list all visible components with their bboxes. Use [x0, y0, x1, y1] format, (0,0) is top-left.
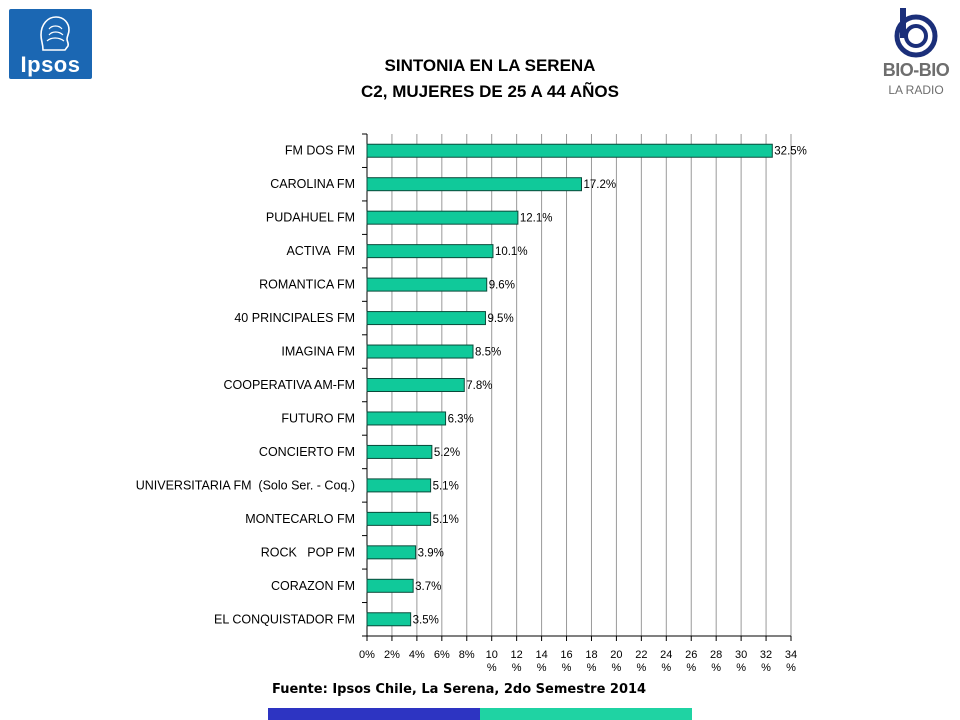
x-tick-label: 4%	[409, 649, 425, 661]
data-label: 32.5%	[774, 146, 807, 158]
x-tick-label: 20%	[610, 649, 622, 674]
x-tick-label: 16%	[560, 649, 572, 674]
category-label: 40 PRINCIPALES FM	[234, 311, 355, 325]
x-tick-label: 24%	[660, 649, 672, 674]
ipsos-head-icon	[40, 16, 70, 51]
bar	[366, 344, 474, 359]
data-label: 10.1%	[495, 246, 528, 258]
x-tick-label: 26%	[685, 649, 697, 674]
data-label: 3.7%	[415, 581, 441, 593]
category-label: PUDAHUEL FM	[266, 211, 355, 225]
biobio-symbol-icon	[894, 8, 938, 58]
chart-title: SINTONIA EN LA SERENA	[384, 56, 596, 75]
x-tick-label: 22%	[635, 649, 647, 674]
data-label: 6.3%	[448, 413, 474, 425]
category-label: ROMANTICA FM	[259, 278, 355, 292]
data-label: 9.6%	[489, 280, 515, 292]
category-label: MONTECARLO FM	[245, 512, 355, 526]
bar	[366, 378, 465, 392]
bar	[366, 244, 494, 259]
data-label: 5.1%	[433, 480, 459, 492]
data-label: 5.2%	[434, 447, 460, 459]
bar	[366, 277, 488, 292]
data-label: 9.5%	[487, 313, 513, 325]
category-label: IMAGINA FM	[281, 345, 355, 359]
category-label: FM DOS FM	[285, 144, 355, 158]
category-label: ROCK POP FM	[261, 545, 355, 559]
bar	[366, 311, 486, 326]
x-tick-label: 32%	[760, 649, 772, 674]
x-tick-label: 28%	[710, 649, 722, 674]
footer-stripe-blue	[268, 708, 480, 720]
category-label: COOPERATIVA AM-FM	[224, 378, 356, 392]
x-tick-label: 8%	[459, 649, 475, 661]
bar	[366, 411, 447, 426]
bar-chart: 0% 2% 4% 6% 8% 10 % 12 % 14 % 16 % 18 % 20 % 22 % 24 % 26 % 28%…	[136, 133, 807, 674]
bar	[366, 143, 773, 158]
ipsos-logo: Ipsos	[9, 9, 92, 79]
data-label: 3.5%	[413, 614, 439, 626]
x-tick-label: 30%	[735, 649, 747, 674]
bar	[366, 210, 519, 225]
data-label: 5.1%	[433, 514, 459, 526]
data-label: 7.8%	[466, 380, 492, 392]
x-tick-label: 12%	[511, 649, 523, 674]
category-label: CONCIERTO FM	[259, 445, 355, 459]
x-tick-label: 34%	[785, 649, 797, 674]
x-tick-label: 14%	[535, 649, 547, 674]
bar	[366, 444, 433, 459]
chart-subtitle: C2, MUJERES DE 25 A 44 AÑOS	[361, 82, 619, 101]
x-tick-label: 6%	[434, 649, 450, 661]
biobio-subtext: LA RADIO	[888, 83, 944, 97]
bar	[366, 177, 582, 192]
bar	[366, 478, 432, 493]
data-label: 3.9%	[418, 547, 444, 559]
footer-stripe-teal	[480, 708, 692, 720]
data-label: 17.2%	[583, 179, 616, 191]
category-label: CORAZON FM	[271, 579, 355, 593]
category-label: CAROLINA FM	[270, 177, 355, 191]
category-label: ACTIVA FM	[286, 244, 355, 258]
data-label: 8.5%	[475, 347, 501, 359]
x-tick-label: 2%	[384, 649, 400, 661]
category-label: UNIVERSITARIA FM (Solo Ser. - Coq.)	[136, 478, 355, 492]
bar	[366, 545, 417, 560]
source-note: Fuente: Ipsos Chile, La Serena, 2do Seme…	[272, 682, 647, 697]
data-label: 12.1%	[520, 213, 553, 225]
category-label: EL CONQUISTADOR FM	[214, 612, 355, 626]
biobio-logo: BIO-BIO LA RADIO	[880, 6, 952, 98]
ipsos-wordmark: Ipsos	[20, 52, 81, 77]
category-label: FUTURO FM	[281, 411, 355, 425]
bar	[366, 578, 414, 593]
bar	[366, 612, 412, 627]
x-tick-label: 0%	[359, 649, 375, 661]
bar	[366, 511, 432, 526]
biobio-brand-text: BIO-BIO	[882, 60, 950, 80]
x-tick-label: 10%	[486, 649, 498, 674]
x-tick-label: 18%	[585, 649, 597, 674]
